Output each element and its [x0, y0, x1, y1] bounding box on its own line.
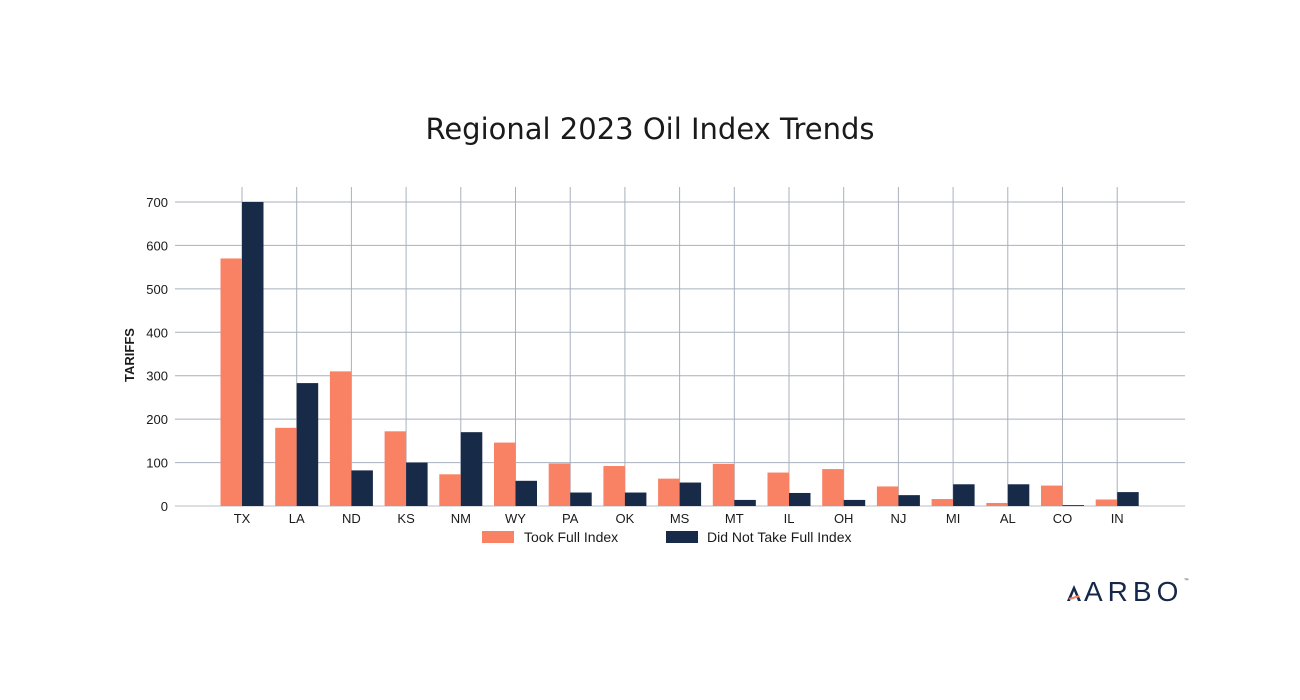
bar-did-not-take-full-index-ks	[406, 462, 428, 506]
bar-did-not-take-full-index-in	[1117, 492, 1139, 506]
bar-took-full-index-ks	[384, 431, 407, 506]
bar-did-not-take-full-index-nd	[351, 470, 373, 506]
bar-took-full-index-co	[1041, 485, 1063, 506]
x-tick-label: ND	[342, 511, 361, 526]
grid-layer	[175, 187, 1185, 507]
legend-swatch-did-not-take-full-index	[666, 531, 698, 543]
x-tick-label: LA	[289, 511, 305, 526]
x-tick-label: MS	[670, 511, 690, 526]
bar-did-not-take-full-index-pa	[570, 492, 592, 506]
logo-trademark: ™	[1183, 578, 1190, 585]
x-tick-label: MI	[946, 511, 960, 526]
bar-took-full-index-tx	[220, 258, 242, 506]
bar-took-full-index-al	[986, 502, 1008, 506]
y-tick-label: 200	[146, 412, 168, 427]
bar-took-full-index-oh	[822, 469, 844, 506]
bar-did-not-take-full-index-oh	[843, 499, 866, 506]
axis-layer: 0 100 200 300 400 500 600 700 TX LA ND KS NM WY PA OK MS…	[146, 195, 1123, 526]
bar-did-not-take-full-index-il	[789, 492, 811, 506]
x-tick-label: IN	[1111, 511, 1124, 526]
x-tick-label: KS	[397, 511, 415, 526]
bar-did-not-take-full-index-ok	[624, 492, 647, 506]
bar-took-full-index-nm	[439, 474, 461, 506]
y-tick-label: 100	[146, 456, 168, 471]
bar-did-not-take-full-index-nm	[460, 432, 483, 506]
x-tick-label: NM	[451, 511, 471, 526]
bar-did-not-take-full-index-nj	[898, 495, 920, 506]
bar-took-full-index-mi	[931, 499, 954, 506]
x-tick-label: OK	[616, 511, 635, 526]
bar-did-not-take-full-index-mt	[734, 499, 756, 506]
x-tick-label: TX	[234, 511, 251, 526]
bar-did-not-take-full-index-ms	[679, 482, 702, 506]
y-tick-label: 500	[146, 282, 168, 297]
y-tick-label: 600	[146, 238, 168, 253]
bar-took-full-index-la	[275, 427, 297, 506]
bar-did-not-take-full-index-co	[1062, 505, 1084, 506]
y-axis-title: TARIFFS	[122, 328, 137, 382]
chart-title: Regional 2023 Oil Index Trends	[425, 112, 875, 146]
bar-took-full-index-ms	[658, 478, 680, 506]
bar-did-not-take-full-index-mi	[953, 484, 975, 506]
x-tick-label: NJ	[890, 511, 906, 526]
logo-wordmark: ARBO	[1084, 576, 1184, 607]
bar-took-full-index-mt	[712, 463, 735, 506]
bar-took-full-index-nd	[329, 371, 352, 506]
legend-label-did-not-take-full-index: Did Not Take Full Index	[707, 529, 851, 545]
legend: Took Full Index Did Not Take Full Index	[482, 529, 851, 545]
bar-took-full-index-il	[767, 472, 789, 506]
arbo-logo: ARBO ™	[1066, 574, 1189, 610]
arbo-chevron-icon	[1067, 585, 1081, 601]
y-tick-label: 0	[161, 499, 168, 514]
x-tick-label: OH	[834, 511, 854, 526]
bar-did-not-take-full-index-al	[1007, 484, 1030, 506]
bar-took-full-index-ok	[603, 466, 625, 506]
bar-took-full-index-in	[1095, 499, 1118, 506]
bar-did-not-take-full-index-wy	[515, 480, 537, 506]
legend-label-took-full-index: Took Full Index	[524, 529, 618, 545]
y-tick-label: 700	[146, 195, 168, 210]
y-tick-label: 400	[146, 325, 168, 340]
x-tick-label: PA	[562, 511, 579, 526]
x-tick-label: WY	[505, 511, 526, 526]
x-tick-label: CO	[1053, 511, 1073, 526]
bar-took-full-index-wy	[494, 442, 516, 506]
bar-did-not-take-full-index-tx	[242, 202, 264, 506]
y-tick-label: 300	[146, 369, 168, 384]
x-tick-label: IL	[784, 511, 795, 526]
bar-did-not-take-full-index-la	[296, 383, 319, 506]
legend-swatch-took-full-index	[482, 531, 514, 543]
x-tick-label: MT	[725, 511, 744, 526]
bar-took-full-index-pa	[548, 463, 571, 506]
x-tick-label: AL	[1000, 511, 1016, 526]
bar-took-full-index-nj	[876, 486, 899, 506]
bars-layer	[220, 202, 1139, 506]
